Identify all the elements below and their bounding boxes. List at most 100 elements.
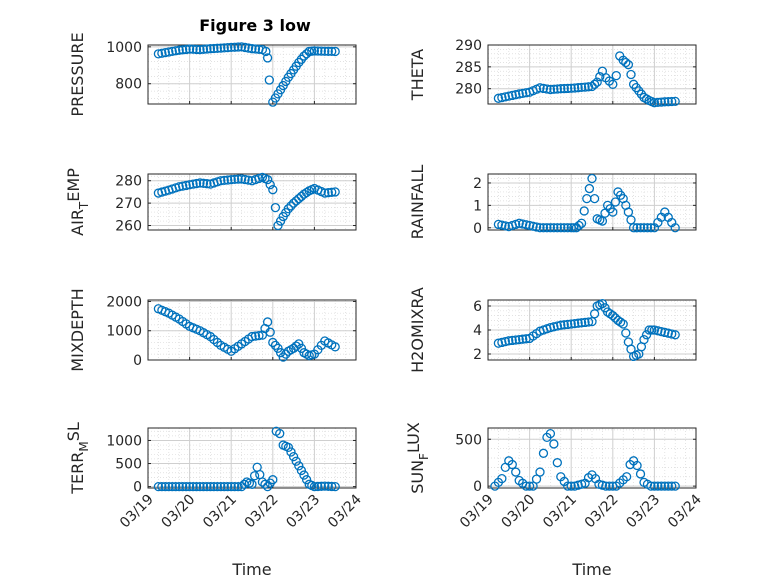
y-tick-label: 2 — [473, 176, 482, 192]
data-point — [164, 47, 174, 57]
data-point — [240, 42, 250, 53]
data-point — [589, 79, 600, 89]
data-point — [660, 327, 670, 338]
y-axis-label-main: SUN — [408, 460, 427, 494]
data-point — [518, 219, 528, 229]
y-tick-label: 1000 — [106, 324, 142, 340]
y-tick-label: 1000 — [106, 40, 142, 56]
data-point — [243, 175, 254, 185]
data-series — [153, 172, 340, 231]
data-point — [507, 459, 517, 470]
data-point — [628, 223, 639, 233]
data-point — [249, 471, 260, 481]
data-point — [273, 220, 283, 231]
data-point — [576, 82, 587, 93]
data-point — [563, 223, 573, 233]
axes-frame — [487, 427, 697, 489]
data-point — [219, 43, 229, 53]
data-point — [507, 90, 517, 101]
subplot-air-temp: 260 270 280 AIRTEMP — [64, 168, 357, 236]
data-point — [497, 337, 507, 348]
data-point — [320, 188, 330, 198]
data-point — [656, 97, 666, 107]
data-point — [576, 318, 587, 328]
data-point — [493, 219, 504, 230]
data-point — [511, 335, 521, 345]
x-axis-label: Time — [231, 560, 271, 579]
data-point — [171, 46, 181, 56]
data-series — [153, 42, 340, 107]
data-point — [653, 481, 663, 491]
data-series — [153, 426, 340, 492]
data-series — [493, 298, 680, 362]
data-point — [205, 481, 216, 492]
y-tick-label: 270 — [115, 196, 142, 212]
data-point — [583, 82, 594, 92]
data-point — [545, 223, 556, 233]
data-point — [646, 481, 656, 491]
data-point — [518, 334, 528, 344]
data-point — [216, 176, 226, 186]
data-point — [209, 43, 219, 54]
data-point — [301, 49, 312, 59]
data-point — [323, 46, 333, 56]
data-point — [656, 326, 666, 337]
data-point — [291, 456, 301, 466]
y-tick-label: 290 — [455, 38, 482, 54]
subplot-theta: 280 285 290 THETA — [408, 38, 697, 108]
data-point — [639, 334, 649, 345]
data-point — [167, 46, 177, 57]
data-point — [320, 481, 330, 491]
data-point — [247, 479, 257, 489]
data-point — [556, 320, 566, 330]
subplot-h2omixra: 2 4 6 H2OMIXRA — [408, 287, 697, 373]
data-point — [260, 479, 270, 489]
data-point — [286, 201, 296, 211]
data-point — [188, 481, 198, 492]
data-point — [278, 352, 288, 362]
data-point — [188, 44, 198, 54]
data-point — [202, 179, 212, 189]
data-point — [549, 439, 559, 449]
data-point — [236, 42, 247, 52]
data-series — [493, 173, 680, 233]
data-point — [153, 49, 164, 59]
data-point — [160, 481, 170, 492]
data-point — [642, 223, 653, 233]
data-point — [288, 451, 299, 462]
data-point — [167, 481, 177, 492]
data-point — [268, 337, 278, 348]
data-point — [514, 89, 524, 99]
axes-frame — [487, 44, 697, 105]
data-point — [574, 220, 584, 231]
data-point — [181, 44, 191, 55]
data-point — [174, 182, 184, 192]
data-point — [649, 325, 660, 335]
data-point — [542, 223, 552, 233]
y-axis-label: H2OMIXRA — [408, 287, 427, 373]
subplot-rainfall: 0 1 2 RAINFALL — [408, 165, 697, 239]
data-point — [552, 321, 562, 331]
data-point — [646, 223, 656, 233]
y-axis-label-main: TERR — [68, 452, 87, 495]
data-point — [570, 83, 580, 93]
data-point — [663, 97, 673, 107]
data-point — [573, 83, 583, 93]
data-point — [524, 220, 535, 231]
data-point — [283, 204, 294, 214]
data-point — [283, 442, 294, 453]
data-point — [608, 310, 618, 321]
y-axis-label-rest: SL — [64, 422, 83, 441]
data-point — [595, 72, 605, 82]
data-point — [556, 84, 566, 94]
data-point — [618, 319, 628, 329]
data-point — [299, 51, 309, 61]
data-point — [500, 92, 510, 102]
data-point — [188, 179, 198, 189]
y-axis-label-main: AIR — [68, 209, 87, 236]
data-point — [670, 96, 680, 107]
data-point — [233, 481, 243, 492]
data-point — [174, 481, 184, 492]
y-tick-label: 6 — [473, 299, 482, 315]
